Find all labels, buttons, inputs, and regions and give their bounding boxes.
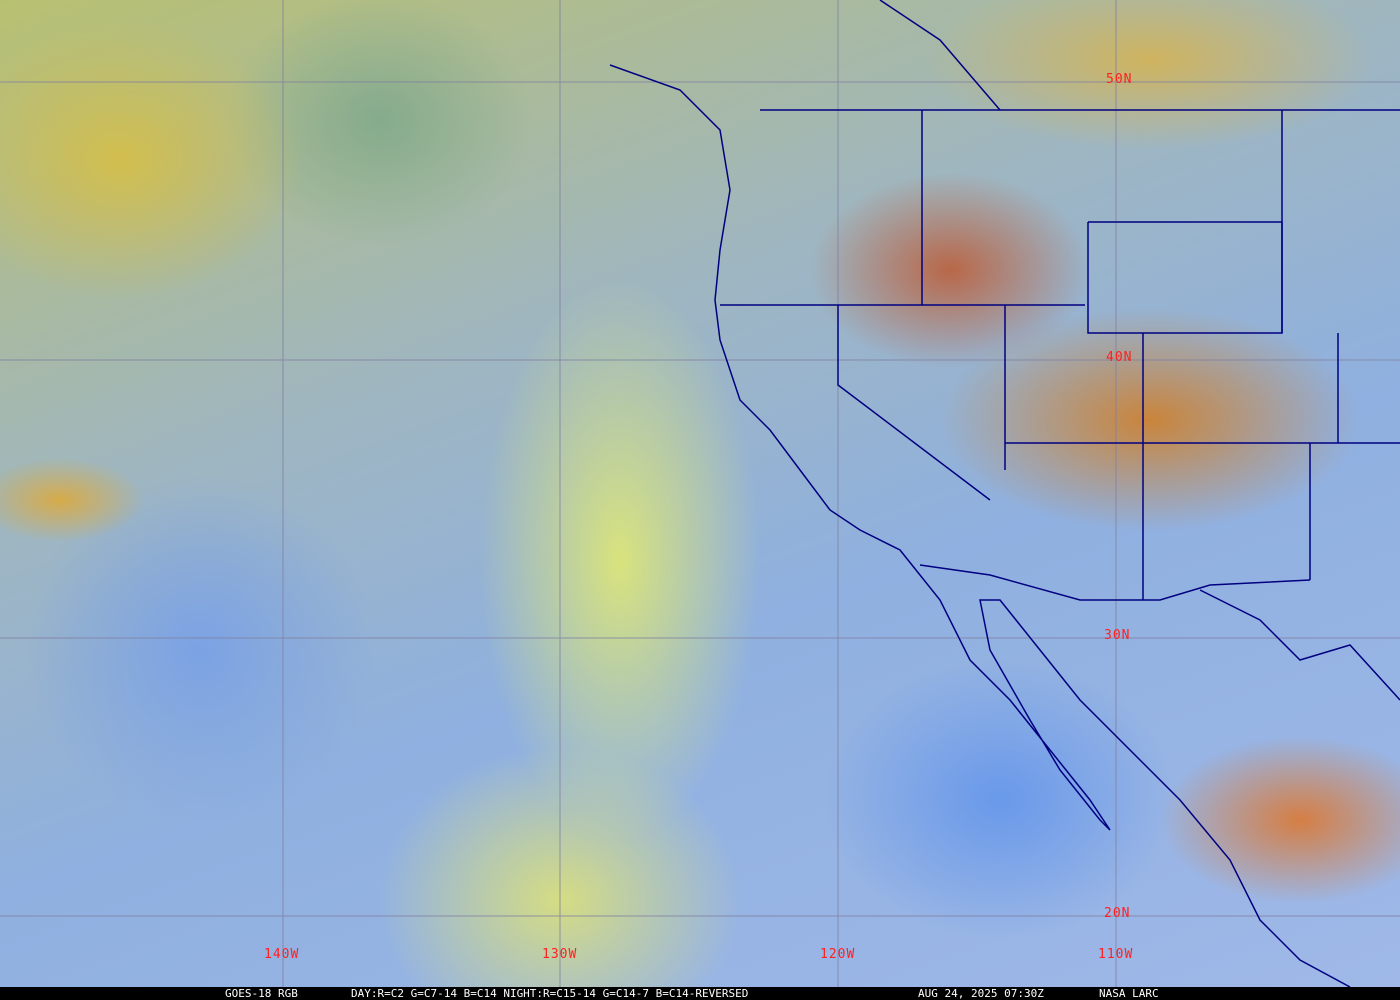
mexico-coast [1199,589,1400,701]
source: NASA LARC [1099,987,1159,1000]
longitude-label-120w: 120W [820,947,856,962]
latitude-label-40n: 40N [1106,350,1133,365]
timestamp: AUG 24, 2025 07:30Z [918,987,1044,1000]
longitude-label-140w: 140W [264,947,300,962]
latitude-label-20n: 20N [1104,906,1131,921]
longitude-label-110w: 110W [1098,947,1134,962]
latitude-label-50n: 50N [1106,72,1133,87]
boundaries [609,0,1400,987]
coastline [609,64,1351,987]
canada-province-border [879,0,1001,111]
state-line-5 [1087,221,1283,334]
caption-bar: GOES-18 RGB DAY:R=C2 G=C7-14 B=C14 NIGHT… [0,987,1400,1000]
us-mexico-border [919,564,1311,601]
product-name: GOES-18 RGB [225,987,298,1000]
rgb-recipe: DAY:R=C2 G=C7-14 B=C14 NIGHT:R=C15-14 G=… [351,987,749,1000]
longitude-label-130w: 130W [542,947,578,962]
nevada-border [837,305,991,501]
latitude-label-30n: 30N [1104,628,1131,643]
